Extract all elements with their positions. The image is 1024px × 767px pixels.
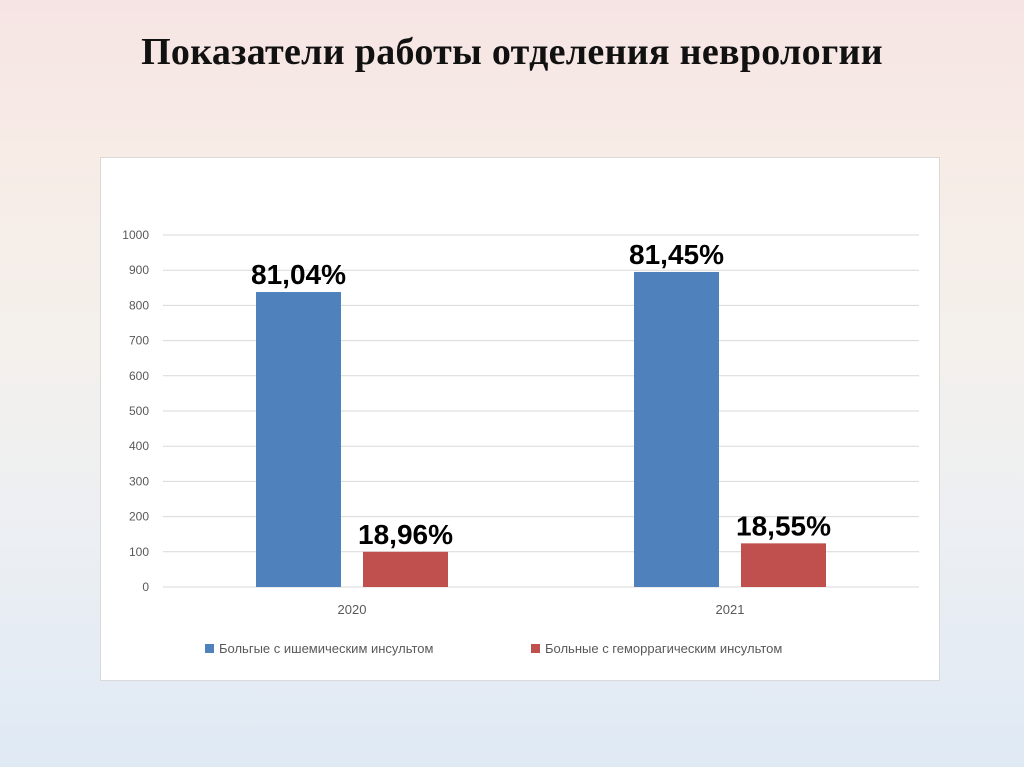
y-tick-label: 200 [129,510,149,524]
data-label-series-1-2020: 81,04% [251,259,346,290]
bars [256,271,826,587]
y-tick-label: 400 [129,439,149,453]
data-labels: 81,04% 18,96% 81,45% 18,55% [251,239,831,550]
y-tick-label: 500 [129,404,149,418]
x-category-label: 2020 [338,602,367,617]
slide-title: Показатели работы отделения неврологии [141,31,883,73]
legend-entry: Больные с геморрагическим инсультом [545,641,782,656]
y-tick-label: 600 [129,369,149,383]
bar-chart: 0 100 200 300 400 500 600 700 800 900 1000 81,04% 1… [122,228,919,656]
y-tick-label: 300 [129,474,149,488]
y-tick-label: 900 [129,263,149,277]
y-tick-label: 800 [129,298,149,312]
bar-series-1-2021 [634,271,719,587]
data-label-series-2-2020: 18,96% [358,519,453,550]
y-tick-label: 700 [129,334,149,348]
data-label-series-2-2021: 18,55% [736,510,831,541]
legend-swatch [531,644,540,653]
y-tick-label: 1000 [122,228,149,242]
legend-entry: Больгые с ишемическим инсультом [219,641,434,656]
bar-series-2-2021 [741,543,826,587]
chart-frame: 0 100 200 300 400 500 600 700 800 900 1000 81,04% 1… [100,157,940,681]
bar-series-1-2020 [256,292,341,587]
data-label-series-1-2021: 81,45% [629,239,724,270]
y-tick-label: 100 [129,545,149,559]
legend: Больгые с ишемическим инсультом Больные с… [205,641,782,656]
y-axis-ticks: 0 100 200 300 400 500 600 700 800 900 1000 [122,228,149,594]
legend-swatch [205,644,214,653]
x-category-label: 2021 [716,602,745,617]
bar-series-2-2020 [363,551,448,587]
y-tick-label: 0 [142,580,149,594]
x-axis-categories: 2020 2021 [338,602,745,617]
